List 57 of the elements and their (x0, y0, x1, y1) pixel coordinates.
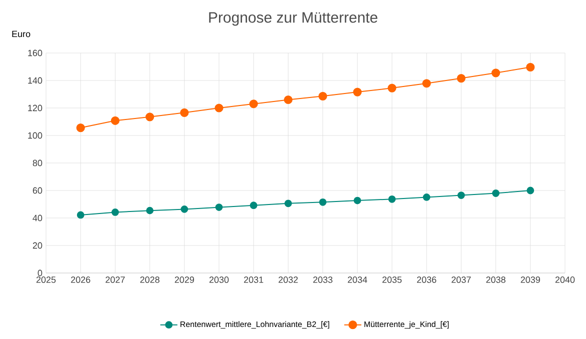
point (284, 200, 292, 208)
x-tick-label: 2037 (452, 276, 471, 283)
point (250, 202, 258, 210)
y-tick-label: 100 (28, 132, 42, 139)
point (318, 92, 328, 100)
x-tick-label: 2039 (520, 276, 540, 283)
x-tick-label: 2038 (486, 276, 506, 283)
legend-label: Rentenwert_mittlere_Lohnvariante_B2_[€] (180, 321, 330, 329)
point (249, 100, 258, 108)
point (180, 205, 188, 213)
point (214, 104, 224, 112)
x-tick-label: 2025 (36, 276, 56, 283)
point (146, 206, 154, 214)
point (353, 88, 362, 96)
point (388, 195, 396, 203)
y-axis-title: Euro (12, 30, 30, 38)
point (456, 74, 466, 83)
x-tick-label: 2030 (209, 276, 229, 283)
chart-title: Prognose zur Mütterrente (209, 12, 378, 26)
point (526, 186, 534, 194)
point (388, 84, 396, 92)
point (458, 192, 465, 199)
point (422, 194, 430, 201)
x-tick-label: 2034 (348, 276, 368, 283)
point (319, 198, 326, 206)
x-tick-label: 2029 (174, 276, 194, 283)
point (76, 211, 84, 219)
y-tick-label: 60 (32, 187, 42, 194)
point (215, 204, 223, 211)
point (76, 123, 85, 132)
y-tick-label: 140 (28, 77, 42, 84)
y-tick-label: 120 (28, 104, 42, 112)
x-tick-label: 2031 (244, 276, 264, 283)
y-tick-label: 160 (28, 50, 42, 56)
point (354, 196, 362, 204)
point (526, 62, 535, 72)
point (110, 116, 120, 125)
x-tick-label: 2026 (71, 276, 90, 283)
x-tick-label: 2027 (106, 276, 125, 283)
y-tick-label: 40 (32, 214, 42, 222)
point (180, 108, 189, 117)
point (112, 208, 119, 216)
x-tick-label: 2028 (140, 276, 160, 283)
x-tick-label: 2032 (278, 276, 298, 283)
y-tick-label: 80 (32, 160, 42, 166)
x-tick-label: 2036 (417, 276, 436, 283)
x-tick-label: 2035 (382, 276, 402, 283)
y-tick-label: 20 (32, 242, 42, 249)
x-tick-label: 2040 (555, 276, 575, 283)
x-tick-label: 2033 (313, 276, 332, 283)
legend-label: Mütterrente_je_Kind_[€] (364, 321, 449, 329)
point (422, 79, 431, 88)
point (492, 190, 500, 197)
point (492, 68, 500, 78)
y-tick-label: 0 (38, 270, 42, 276)
point (284, 95, 292, 104)
point (146, 112, 154, 122)
